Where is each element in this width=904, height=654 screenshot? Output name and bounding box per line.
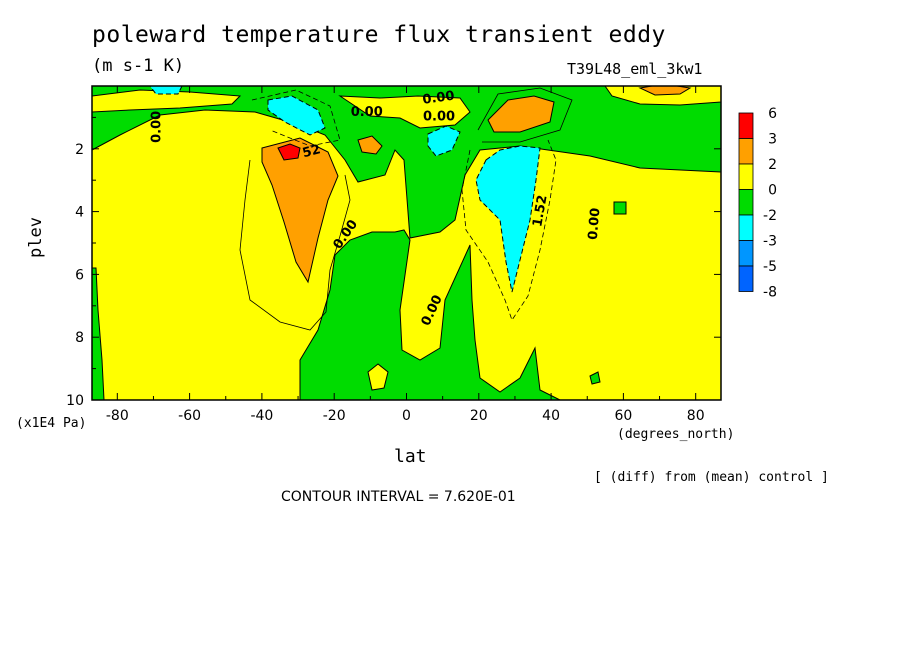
- contour-line-north-outer: [461, 139, 557, 321]
- contour-line-upper-center: [251, 89, 341, 147]
- x-axis-label: lat: [394, 446, 427, 467]
- x-tick-label: -60: [178, 408, 201, 424]
- legend-swatch: [738, 189, 754, 216]
- contour-interval: CONTOUR INTERVAL = 7.620E-01: [281, 489, 516, 505]
- region-yellow-islet-lower: [367, 363, 389, 391]
- contour-label: 52: [301, 142, 322, 161]
- contour-label: 0.00: [586, 207, 604, 240]
- run-label: T39L48_eml_3kw1: [567, 60, 703, 78]
- legend-swatch: [738, 265, 754, 292]
- legend-swatch: [738, 138, 754, 165]
- legend-swatch: [738, 163, 754, 190]
- contour-line-south-outer: [239, 159, 351, 331]
- legend-swatch: [738, 240, 754, 267]
- x-axis-ticks: -80 -60 -40 -20 0 20 40 60 80: [106, 86, 705, 424]
- filled-contours: [92, 86, 721, 400]
- units-label: (m s-1 K): [92, 56, 185, 76]
- region-orange-top-right: [638, 86, 692, 96]
- region-orange-north-jet: [487, 95, 555, 133]
- y-tick-label: 2: [75, 142, 84, 158]
- region-cyan-top-left: [149, 86, 183, 95]
- contour-line-north-jet-outer: [477, 87, 573, 143]
- x-tick-label: 0: [402, 408, 411, 424]
- legend-level-label: -3: [763, 234, 777, 250]
- region-green-right-small: [613, 201, 627, 215]
- region-cyan-north-min: [475, 145, 541, 293]
- diff-note: [ (diff) from (mean) control ]: [594, 470, 829, 485]
- y-axis-unit: (x1E4 Pa): [16, 416, 87, 431]
- y-tick-label: 4: [75, 205, 84, 221]
- region-yellow-top-middle: [338, 95, 471, 129]
- region-orange-small-center: [357, 135, 383, 155]
- region-red-max: [277, 143, 301, 161]
- region-cyan-right-of-equator: [427, 125, 461, 157]
- legend-level-label: 0: [768, 183, 777, 199]
- legend-level-label: 3: [768, 132, 777, 148]
- legend-level-label: 2: [768, 157, 777, 173]
- region-yellow-upper-right: [604, 86, 721, 106]
- y-tick-label: 10: [66, 393, 84, 409]
- x-tick-label: 20: [470, 408, 488, 424]
- x-axis-unit: (degrees_north): [617, 427, 735, 442]
- region-green-lower-center: [299, 229, 561, 400]
- legend-swatch: [738, 214, 754, 241]
- contour-label: 0.00: [423, 110, 455, 125]
- legend-level-label: -8: [763, 285, 777, 301]
- contour-label: 1.52: [530, 194, 550, 228]
- x-tick-label: 80: [687, 408, 705, 424]
- y-tick-label: 6: [75, 267, 84, 283]
- legend-level-label: -5: [763, 259, 777, 275]
- legend-level-label: -2: [763, 208, 777, 224]
- region-orange-south-jet: [261, 137, 339, 284]
- region-green-top-band: [92, 86, 721, 239]
- color-legend: 6 3 2 0 -2 -3 -5 -8: [738, 106, 777, 301]
- x-tick-label: 40: [542, 408, 560, 424]
- x-tick-label: -40: [250, 408, 273, 424]
- y-axis-ticks: 2 4 6 8 10: [66, 116, 721, 409]
- region-cyan-upper-center: [267, 95, 326, 136]
- x-tick-label: -20: [323, 408, 346, 424]
- x-tick-label: 60: [614, 408, 632, 424]
- y-tick-label: 8: [75, 330, 84, 346]
- region-green-left-edge: [92, 267, 105, 400]
- contour-label: 0.00: [422, 89, 456, 108]
- legend-level-label: 6: [768, 106, 777, 122]
- contour-label: 0.00: [150, 111, 165, 143]
- x-tick-label: -80: [106, 408, 129, 424]
- chart-title: poleward temperature flux transient eddy: [92, 22, 666, 48]
- region-green-right-dot: [589, 371, 601, 385]
- legend-swatch: [738, 112, 754, 139]
- contour-label: 0.00: [351, 105, 383, 120]
